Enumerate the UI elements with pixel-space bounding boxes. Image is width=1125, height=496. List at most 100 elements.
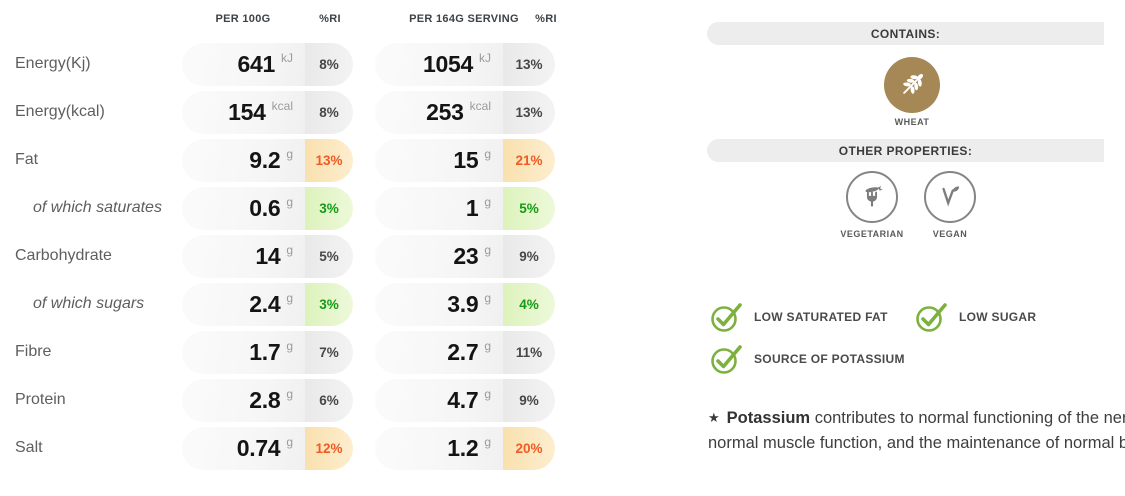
contains-section-bar: CONTAINS: <box>707 22 1104 45</box>
value-per-100g: 641 <box>237 50 276 77</box>
note-line-1-text: contributes to normal functioning of the… <box>814 409 1125 427</box>
value-per-100g: 0.74 <box>236 434 281 461</box>
ri-per-100g-pill: 5% <box>305 234 353 278</box>
value-per-100g-pill: 9.2 g <box>182 138 305 182</box>
claim-label: LOW SATURATED FAT <box>754 310 888 324</box>
value-per-serving: 2.7 <box>447 338 479 365</box>
unit-per-serving: g <box>484 195 491 209</box>
vegetarian-icon <box>865 185 883 207</box>
unit-per-100g: kcal <box>271 99 293 113</box>
ri-per-serving: 20% <box>515 440 543 456</box>
header-ri-serving: %RI <box>535 13 557 25</box>
nutrient-label: Energy(kcal) <box>15 103 105 120</box>
star-icon: ★ <box>708 410 720 425</box>
table-row: of which saturates 0.6 g 3% 1 g 5% <box>0 184 575 232</box>
ri-per-100g-pill: 12% <box>305 426 353 470</box>
header-ri-100g: %RI <box>319 13 341 25</box>
nutrient-label: Energy(Kj) <box>15 55 91 72</box>
value-per-100g: 0.6 <box>249 194 281 221</box>
unit-per-100g: g <box>286 243 293 257</box>
vegetarian-label: VEGETARIAN <box>840 229 904 239</box>
ri-per-100g: 7% <box>319 344 339 360</box>
ri-per-100g-pill: 3% <box>305 282 353 326</box>
table-row: of which sugars 2.4 g 3% 3.9 g 4% <box>0 280 575 328</box>
ri-per-100g: 8% <box>319 104 339 120</box>
ri-per-serving-pill: 11% <box>503 330 555 374</box>
nutrient-label: of which saturates <box>33 199 162 216</box>
unit-per-100g: g <box>286 435 293 449</box>
vegetarian-badge <box>846 171 898 223</box>
value-per-100g: 2.4 <box>249 290 281 317</box>
unit-per-serving: kJ <box>479 51 491 65</box>
value-per-serving: 1 <box>465 194 479 221</box>
unit-per-100g: kJ <box>281 51 293 65</box>
table-row: Protein 2.8 g 6% 4.7 g 9% <box>0 376 575 424</box>
unit-per-100g: g <box>286 339 293 353</box>
note-line-1: ★ Potassium contributes to normal functio… <box>708 406 1125 431</box>
nutrient-label: of which sugars <box>33 295 145 312</box>
ri-per-serving: 9% <box>519 392 539 408</box>
ri-per-serving-pill: 9% <box>503 234 555 278</box>
header-per-100g: PER 100G <box>215 13 271 25</box>
wheat-label: WHEAT <box>894 117 930 127</box>
value-per-100g: 14 <box>255 242 281 269</box>
unit-per-100g: g <box>286 387 293 401</box>
ri-per-serving-pill: 21% <box>503 138 555 182</box>
ri-per-100g: 5% <box>319 248 339 264</box>
table-row: Salt 0.74 g 12% 1.2 g 20% <box>0 424 575 472</box>
check-circle-icon <box>916 302 947 332</box>
value-per-100g: 1.7 <box>249 338 281 365</box>
value-per-100g-pill: 14 g <box>182 234 305 278</box>
ri-per-serving-pill: 13% <box>503 42 555 86</box>
table-row: Energy(kcal) 154 kcal 8% 253 kcal 13% <box>0 88 575 136</box>
ri-per-100g-pill: 8% <box>305 90 353 134</box>
note-line-2: normal muscle function, and the maintena… <box>708 434 1125 452</box>
ri-per-serving: 13% <box>515 104 543 120</box>
potassium-note: ★ Potassium contributes to normal functio… <box>708 406 1125 456</box>
value-per-serving-pill: 1.2 g <box>375 426 503 470</box>
nutrient-label: Fat <box>15 151 39 168</box>
vegan-label: VEGAN <box>932 229 968 239</box>
value-per-100g-pill: 2.8 g <box>182 378 305 422</box>
ri-per-100g: 3% <box>319 296 339 312</box>
claim-low-saturated-fat: LOW SATURATED FAT <box>709 300 888 334</box>
nutrition-table: PER 100G %RI PER 164G SERVING %RI Energy… <box>0 0 575 472</box>
ri-per-100g-pill: 6% <box>305 378 353 422</box>
check-circle-icon <box>711 302 742 332</box>
ri-per-100g-pill: 13% <box>305 138 353 182</box>
value-per-serving-pill: 1054 kJ <box>375 42 503 86</box>
unit-per-100g: g <box>286 195 293 209</box>
value-per-serving: 23 <box>453 242 479 269</box>
value-per-100g-pill: 2.4 g <box>182 282 305 326</box>
vegan-icon <box>942 186 960 207</box>
value-per-100g-pill: 641 kJ <box>182 42 305 86</box>
unit-per-serving: g <box>484 339 491 353</box>
claim-source-of-potassium: SOURCE OF POTASSIUM <box>709 342 905 376</box>
ri-per-serving: 4% <box>519 296 539 312</box>
value-per-serving-pill: 15 g <box>375 138 503 182</box>
ri-per-serving-pill: 5% <box>503 186 555 230</box>
wheat-icon <box>903 73 924 94</box>
ri-per-serving: 13% <box>515 56 543 72</box>
value-per-100g: 9.2 <box>249 146 281 173</box>
value-per-serving-pill: 253 kcal <box>375 90 503 134</box>
vegan-badge <box>924 171 976 223</box>
unit-per-serving: g <box>484 387 491 401</box>
ri-per-100g: 6% <box>319 392 339 408</box>
unit-per-serving: g <box>484 435 491 449</box>
claim-low-sugar: LOW SUGAR <box>914 300 1036 334</box>
header-per-serving: PER 164G SERVING <box>409 13 519 25</box>
value-per-100g-pill: 1.7 g <box>182 330 305 374</box>
unit-per-serving: g <box>484 291 491 305</box>
contains-title: CONTAINS: <box>870 26 941 41</box>
ri-per-100g-pill: 8% <box>305 42 353 86</box>
nutrient-label: Salt <box>15 439 43 456</box>
ri-per-100g: 3% <box>319 200 339 216</box>
table-row: Carbohydrate 14 g 5% 23 g 9% <box>0 232 575 280</box>
unit-per-serving: g <box>484 243 491 257</box>
value-per-100g: 2.8 <box>249 386 281 413</box>
ri-per-100g-pill: 7% <box>305 330 353 374</box>
table-row: Fat 9.2 g 13% 15 g 21% <box>0 136 575 184</box>
ri-per-100g: 13% <box>315 152 343 168</box>
nutrient-label: Fibre <box>15 343 52 360</box>
